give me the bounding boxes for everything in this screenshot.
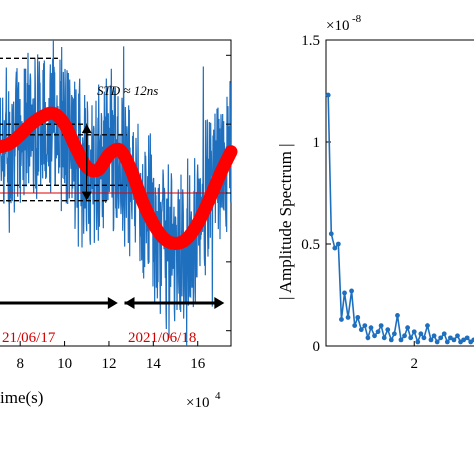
period-arrow-head-left [124,297,135,309]
spectrum-point [434,339,440,345]
spectrum-x-tick-label: 2 [410,356,418,372]
spectrum-point [339,317,344,322]
time-x-axis-label: ime(s) [0,388,43,407]
y-exponent-base: ×10 [326,18,349,34]
spectrum-point [411,329,417,335]
spectrum-point [328,231,334,237]
x-exponent-power: 4 [215,390,221,402]
spectrum-series [325,92,474,345]
spectrum-point [441,331,447,337]
spectrum-point [464,335,470,341]
spectrum-y-tick-label: 0 [313,339,321,355]
spectrum-point [448,335,453,341]
spectrum-point [444,339,450,345]
period-arrow-head-right [107,297,118,309]
spectrum-point [368,325,374,331]
trend-curve [0,106,238,250]
time-x-tick-label: 14 [146,356,162,372]
spectrum-point [388,337,394,343]
spectrum-point [378,323,384,328]
spectrum-point [342,290,347,296]
spectrum-y-tick-label: 1 [313,135,321,151]
spectrum-point [428,337,434,343]
spectrum-point [332,245,338,251]
spectrum-frame [325,39,474,347]
spectrum-x-ticks: 2 [410,341,418,372]
spectrum-point [349,288,354,294]
spectrum-point [405,325,411,331]
time-x-tick-label: 8 [16,356,24,372]
spectrum-point [395,313,400,318]
spectrum-point [408,335,414,341]
x-exponent-base: ×10 [186,395,209,411]
time-series-panel: 8 10 12 14 16 STD ≈ 12ns 21/06/17 2021/06/18… [0,39,238,411]
spectrum-y-tick-label: 0.5 [301,237,320,253]
spectrum-point [425,323,430,328]
spectrum-point [375,329,381,335]
spectrum-point [402,333,407,339]
spectrum-point [345,315,351,320]
time-x-tick-label: 12 [101,356,116,372]
amplitude-arrow-head-up [81,124,92,134]
spectrum-point [385,327,391,333]
spectrum-point [451,337,457,343]
time-x-ticks: 8 10 12 14 16 [16,54,231,372]
time-x-tick-label: 16 [190,356,206,372]
spectrum-point [372,333,377,339]
spectrum-point [391,331,397,337]
spectrum-point [461,337,467,343]
spectrum-point [381,335,387,341]
spectrum-panel: 0 0.5 1 1.5 2 ×10 -8 | Amplitude Spectrum | [276,13,474,372]
spectrum-point [398,337,404,343]
spectrum-point [325,92,331,98]
spectrum-point [431,333,437,339]
amplitude-arrow-head-down [81,191,92,201]
spectrum-point [352,323,358,328]
std-annotation: STD ≈ 12ns [97,83,158,98]
signal-band [0,39,232,347]
period-arrow-head-right [214,297,225,309]
time-x-tick-label: 10 [57,356,72,372]
spectrum-point [471,337,474,343]
period-arrows [0,124,225,309]
spectrum-point [335,241,341,247]
y-exponent-power: -8 [352,13,362,25]
spectrum-point [418,331,424,337]
spectrum-y-axis-label: | Amplitude Spectrum | [276,144,295,301]
spectrum-point [362,323,368,328]
spectrum-point [358,327,364,333]
spectrum-line [327,95,474,345]
spectrum-y-ticks: 0 0.5 1 1.5 [301,33,331,355]
spectrum-point [438,335,444,341]
date-label-0618: 2021/06/18 [128,330,196,346]
date-label-0617: 21/06/17 [2,330,56,346]
spectrum-y-tick-label: 1.5 [301,33,320,49]
spectrum-point [421,335,427,341]
spectrum-point [355,315,361,320]
spectrum-point [455,333,460,339]
spectrum-point [365,335,371,341]
signal-trace [0,39,232,347]
trend-curve-path [0,106,238,250]
spectrum-point [415,339,421,345]
